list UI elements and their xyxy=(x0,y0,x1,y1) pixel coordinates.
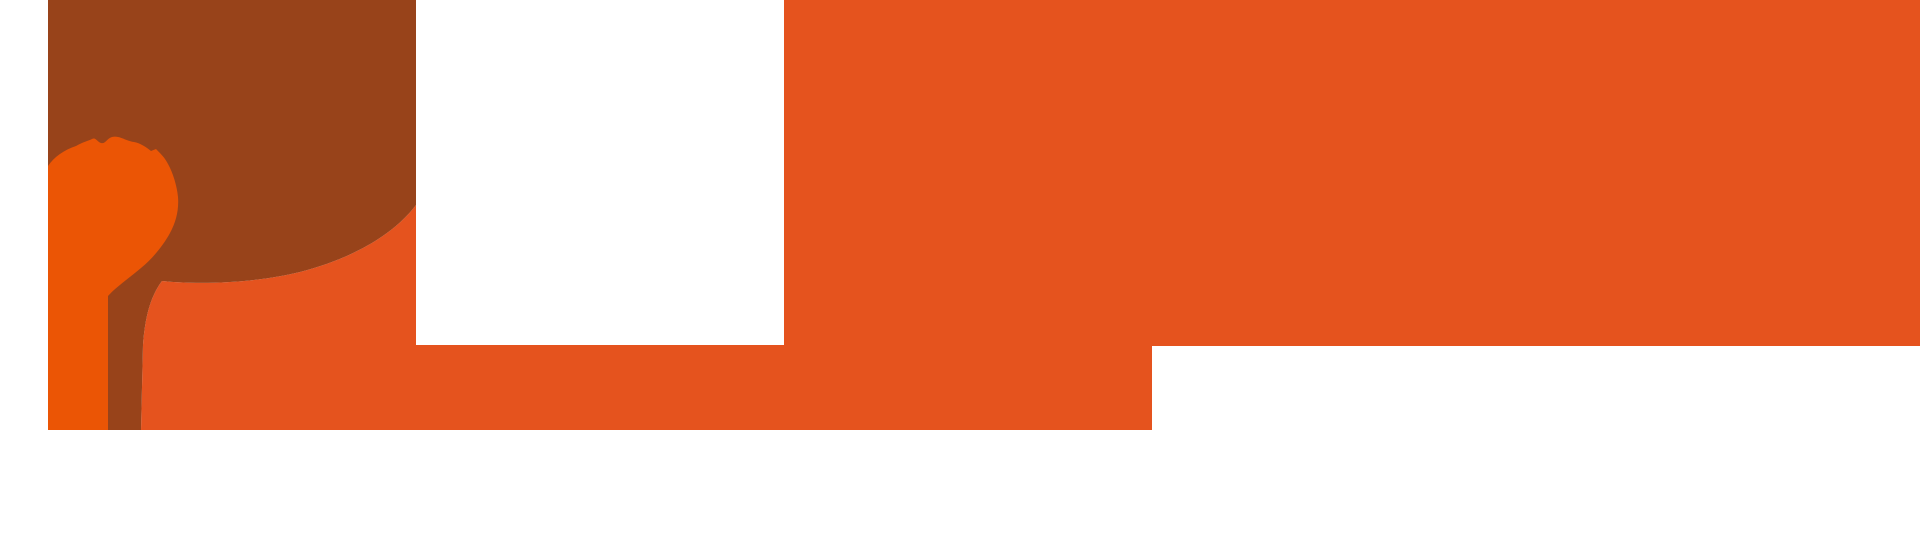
orange-dot-stem-shape xyxy=(48,136,179,430)
orange-swoosh-block-shape xyxy=(141,0,1920,430)
brown-blob-shape xyxy=(48,0,416,430)
